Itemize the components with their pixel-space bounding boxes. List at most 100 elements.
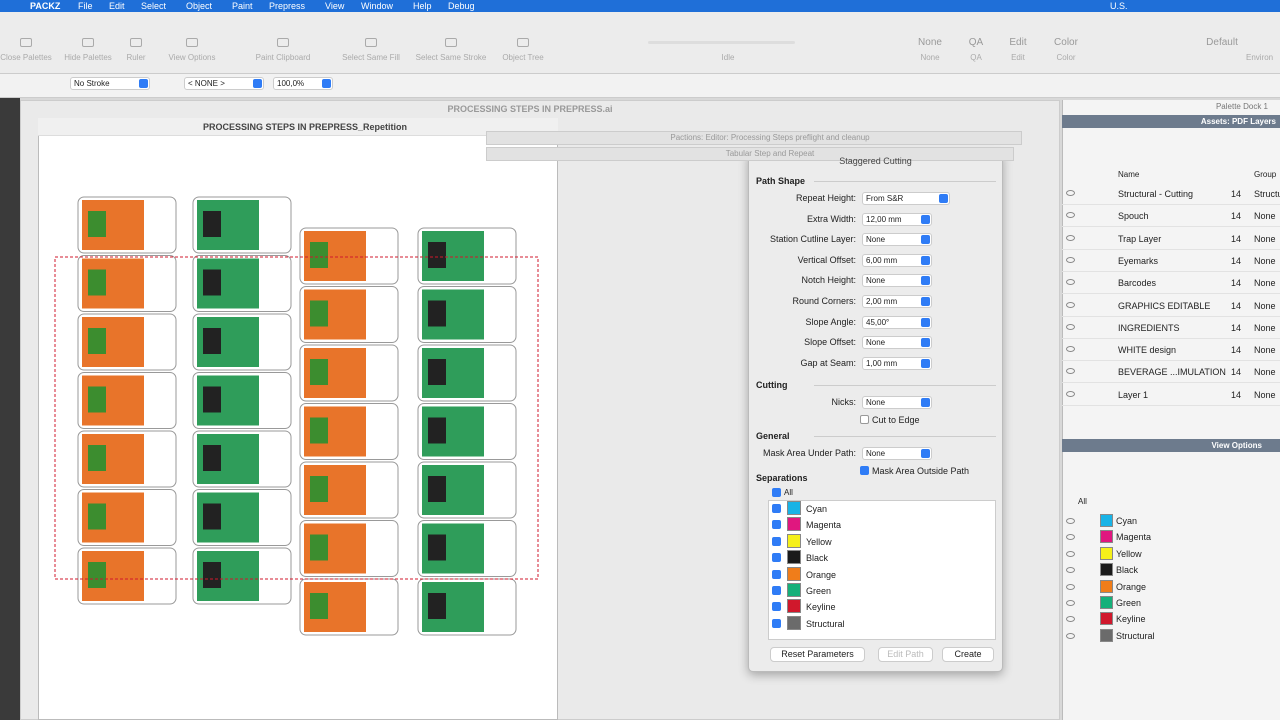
color-select[interactable]: < NONE > xyxy=(184,77,264,90)
layer-visibility[interactable] xyxy=(1066,279,1075,286)
layer-name[interactable]: Layer 1 xyxy=(1118,389,1149,400)
tool-caption[interactable]: Paint Clipboard xyxy=(255,53,311,62)
field-select[interactable]: None xyxy=(862,233,932,247)
checkbox[interactable] xyxy=(772,488,781,497)
view-visibility[interactable] xyxy=(1066,632,1075,639)
tool-caption[interactable]: Select Same Stroke xyxy=(415,53,487,62)
view-visibility[interactable] xyxy=(1066,550,1075,557)
toolbar-button[interactable]: QA xyxy=(968,37,984,48)
menu-item[interactable]: View xyxy=(325,1,345,11)
field-select[interactable]: None xyxy=(862,274,932,288)
layer-visibility[interactable] xyxy=(1066,234,1075,241)
layer-visibility[interactable] xyxy=(1066,346,1075,353)
checkbox[interactable] xyxy=(772,618,781,628)
layer-visibility[interactable] xyxy=(1066,301,1075,308)
tool-icon[interactable] xyxy=(277,38,289,47)
tool-icon[interactable] xyxy=(186,38,198,47)
layer-name[interactable]: GRAPHICS EDITABLE xyxy=(1118,300,1211,311)
field-select[interactable]: 45,00° xyxy=(862,315,932,329)
field-select[interactable]: None xyxy=(862,447,932,461)
layer-visibility[interactable] xyxy=(1066,368,1075,375)
dialog-button[interactable]: Reset Parameters xyxy=(770,647,865,662)
view-visibility[interactable] xyxy=(1066,567,1075,574)
field-select[interactable]: 1,00 mm xyxy=(862,356,932,370)
checkbox[interactable] xyxy=(772,569,781,579)
tool-icon[interactable] xyxy=(365,38,377,47)
stroke-select[interactable]: No Stroke xyxy=(70,77,150,90)
layer-visibility[interactable] xyxy=(1066,212,1075,219)
field-select[interactable]: 12,00 mm xyxy=(862,212,932,226)
tool-icon[interactable] xyxy=(82,38,94,47)
layer-visibility[interactable] xyxy=(1066,323,1075,330)
tool-icon[interactable] xyxy=(130,38,142,47)
menu-item[interactable]: File xyxy=(78,1,93,11)
tool-caption[interactable]: Select Same Fill xyxy=(342,53,400,62)
checkbox[interactable] xyxy=(772,536,781,546)
tool-caption[interactable]: Close Palettes xyxy=(0,53,52,62)
menu-item[interactable]: Paint xyxy=(232,1,253,11)
layer-row-line xyxy=(1062,382,1280,384)
layer-row-line xyxy=(1062,293,1280,295)
menu-item[interactable]: Prepress xyxy=(269,1,306,11)
separation-name: Cyan xyxy=(806,504,828,514)
view-visibility[interactable] xyxy=(1066,600,1075,606)
menu-item[interactable]: Object xyxy=(186,1,213,11)
checkbox[interactable] xyxy=(772,602,781,612)
menu-item[interactable]: Window xyxy=(361,1,394,11)
tool-icon[interactable] xyxy=(20,38,32,47)
toolbar-button[interactable]: Color xyxy=(1054,37,1078,48)
checkbox[interactable] xyxy=(772,520,781,530)
layer-visibility[interactable] xyxy=(1066,256,1075,263)
field-label: Mask Area Under Path: xyxy=(762,448,856,459)
layer-visibility[interactable] xyxy=(1066,390,1075,397)
field-select[interactable]: 2,00 mm xyxy=(862,295,932,308)
layer-visibility[interactable] xyxy=(1066,190,1075,196)
checkbox[interactable] xyxy=(860,466,869,476)
view-visibility[interactable] xyxy=(1066,534,1075,541)
document-titlebar xyxy=(38,118,558,136)
palette-title: Palette Dock 1 xyxy=(1215,102,1268,111)
tool-caption[interactable]: View Options xyxy=(168,53,216,62)
dialog-button[interactable]: Edit Path xyxy=(878,647,933,662)
menu-item[interactable]: Select xyxy=(141,1,167,11)
preset[interactable]: Default xyxy=(1206,37,1238,48)
layer-group: None xyxy=(1254,233,1276,244)
dialog-button[interactable]: Create xyxy=(942,647,994,662)
checkbox[interactable] xyxy=(860,415,869,425)
tool-caption[interactable]: Hide Palettes xyxy=(64,53,112,62)
menu-item[interactable]: Help xyxy=(413,1,432,11)
checkbox[interactable] xyxy=(772,504,781,513)
tool-icon[interactable] xyxy=(445,38,457,47)
layer-name[interactable]: Eyemarks xyxy=(1118,255,1159,266)
menu-item[interactable]: Edit xyxy=(109,1,125,11)
field-select[interactable]: From S&R xyxy=(862,192,950,205)
tool-icon[interactable] xyxy=(517,38,529,47)
field-select[interactable]: 6,00 mm xyxy=(862,253,932,267)
field-label: Round Corners: xyxy=(792,296,856,306)
toolbar-button[interactable]: None xyxy=(918,37,942,48)
zoom-field[interactable]: 100,0% xyxy=(273,77,333,90)
view-visibility[interactable] xyxy=(1066,583,1075,590)
layer-name[interactable]: Trap Layer xyxy=(1118,233,1162,244)
view-title: View Options xyxy=(1211,441,1262,450)
tool-caption[interactable]: Object Tree xyxy=(502,53,544,62)
tool-caption[interactable]: Ruler xyxy=(126,53,146,62)
layer-group: Structu xyxy=(1254,189,1280,199)
view-visibility[interactable] xyxy=(1066,518,1075,524)
checkbox[interactable] xyxy=(772,553,781,563)
layer-name[interactable]: Structural - Cutting xyxy=(1118,189,1194,199)
layer-name[interactable]: BEVERAGE ...IMULATION xyxy=(1118,367,1226,378)
field-select[interactable]: None xyxy=(862,336,932,350)
swatch xyxy=(1100,628,1113,642)
layer-name[interactable]: WHITE design xyxy=(1118,345,1177,356)
layer-name[interactable]: Spouch xyxy=(1118,211,1149,222)
menu-item[interactable]: Debug xyxy=(448,1,475,11)
view-visibility[interactable] xyxy=(1066,616,1075,623)
layer-name[interactable]: INGREDIENTS xyxy=(1118,322,1180,333)
toolbar-button[interactable]: Edit xyxy=(1009,37,1027,48)
layer-name[interactable]: Barcodes xyxy=(1118,278,1157,289)
artwork xyxy=(54,196,539,636)
swatch xyxy=(1100,596,1113,609)
checkbox[interactable] xyxy=(772,586,781,595)
field-select[interactable]: None xyxy=(862,396,932,410)
